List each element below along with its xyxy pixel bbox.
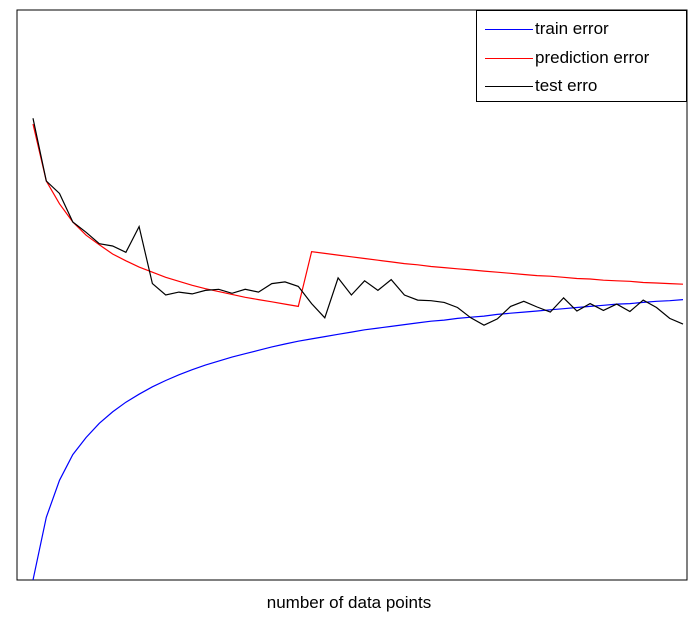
chart-legend: train error prediction error test erro [476,10,687,102]
legend-swatch-train-error [485,28,533,30]
legend-swatch-prediction-error [485,57,533,59]
legend-item-test-error: test erro [485,75,597,97]
series-line-train-error [32,299,684,581]
x-axis-label: number of data points [266,593,432,612]
series-layer [32,118,684,581]
series-line-test-erro [32,118,684,326]
legend-label-prediction-error: prediction error [535,48,650,67]
legend-label-test-error: test erro [535,76,598,95]
series-line-prediction-error [32,123,684,308]
legend-item-train-error: train error [485,18,609,40]
legend-item-prediction-error: prediction error [485,47,649,69]
legend-swatch-test-error [485,85,533,87]
legend-label-train-error: train error [535,19,609,38]
